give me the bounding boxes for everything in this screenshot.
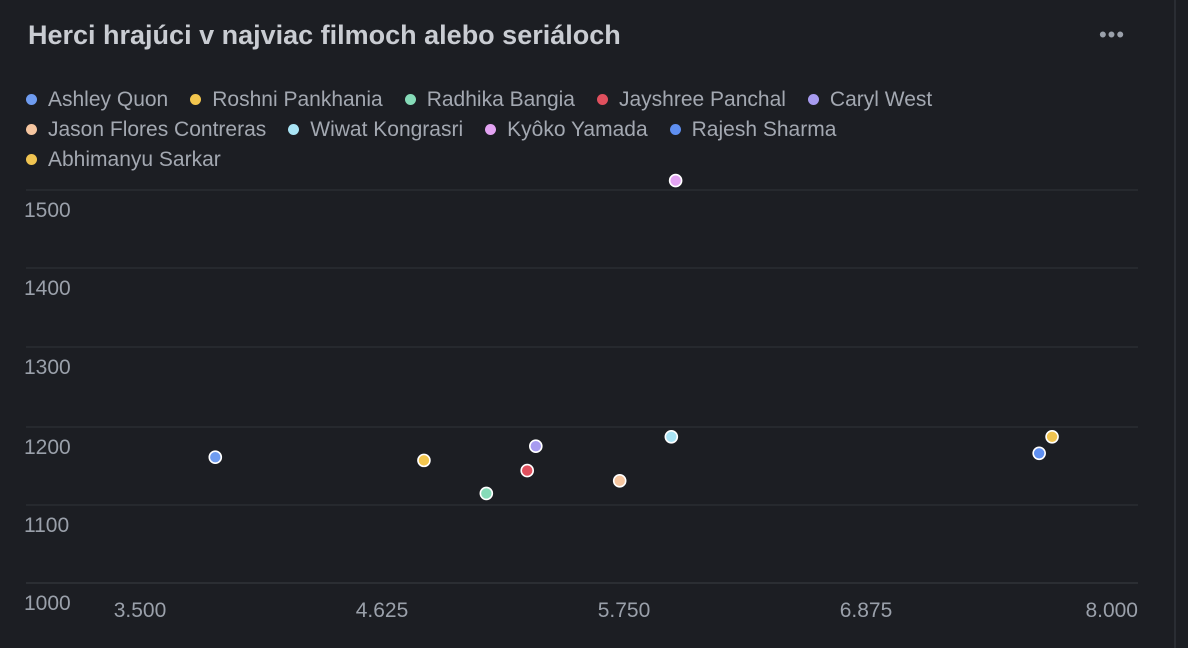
legend-dot-icon [807,94,819,105]
data-point [479,486,494,501]
x-tick-label: 3.500 [114,599,167,622]
legend-item[interactable]: Caryl West [807,87,933,112]
data-point [612,474,627,488]
legend-label: Jayshree Panchal [618,87,786,111]
legend-label: Radhika Bangia [426,87,575,111]
legend-dot-icon [596,94,608,105]
legend-item[interactable]: Kyôko Yamada [485,117,648,142]
legend-item[interactable]: Jayshree Panchal [596,87,786,112]
legend-label: Roshni Pankhania [212,87,383,111]
legend-item[interactable]: Wiwat Kongrasri [288,117,463,142]
more-options-icon[interactable]: ••• [1098,22,1126,47]
data-point [668,173,683,188]
x-tick-label: 4.625 [356,599,409,622]
x-tick-label: 8.000 [1085,599,1138,622]
legend-dot-icon [26,124,37,135]
x-tick-label: 5.750 [598,599,651,622]
legend-item[interactable]: Jason Flores Contreras [26,117,266,142]
legend-item[interactable]: Ashley Quon [26,87,168,112]
data-point [664,429,679,444]
chart-legend: Ashley Quon Roshni Pankhania Radhika Bangi… [26,87,1036,172]
legend-item[interactable]: Rajesh Sharma [669,117,837,142]
legend-label: Caryl West [829,87,933,111]
y-tick-label: 1100 [24,514,69,537]
y-tick-label: 1300 [24,356,71,379]
chart-title: Herci hrajúci v najviac filmoch alebo se… [28,20,621,50]
data-point [529,439,543,454]
legend-label: Wiwat Kongrasri [310,117,464,141]
data-point [1045,429,1059,444]
legend-item[interactable]: Roshni Pankhania [190,87,383,112]
y-tick-label: 1500 [24,199,71,222]
y-tick-label: 1400 [24,277,71,300]
data-point [417,453,431,468]
legend-dot-icon [404,94,416,105]
legend-dot-icon [288,124,300,135]
data-point [520,463,535,478]
y-tick-label: 1200 [24,436,71,459]
legend-dot-icon [485,124,497,135]
data-point [1032,446,1046,461]
y-tick-label: 1000 [24,592,71,615]
legend-label: Jason Flores Contreras [48,117,267,141]
legend-label: Rajesh Sharma [691,117,837,141]
legend-dot-icon [26,94,37,105]
legend-dot-icon [190,94,202,105]
legend-label: Ashley Quon [48,87,169,111]
data-point [208,450,223,465]
legend-label: Abhimanyu Sarkar [48,147,221,171]
legend-dot-icon [26,154,37,165]
legend-label: Kyôko Yamada [507,117,648,141]
x-tick-label: 6.875 [840,599,893,622]
legend-dot-icon [669,124,681,135]
legend-item[interactable]: Abhimanyu Sarkar [26,147,221,172]
legend-item[interactable]: Radhika Bangia [404,87,575,112]
